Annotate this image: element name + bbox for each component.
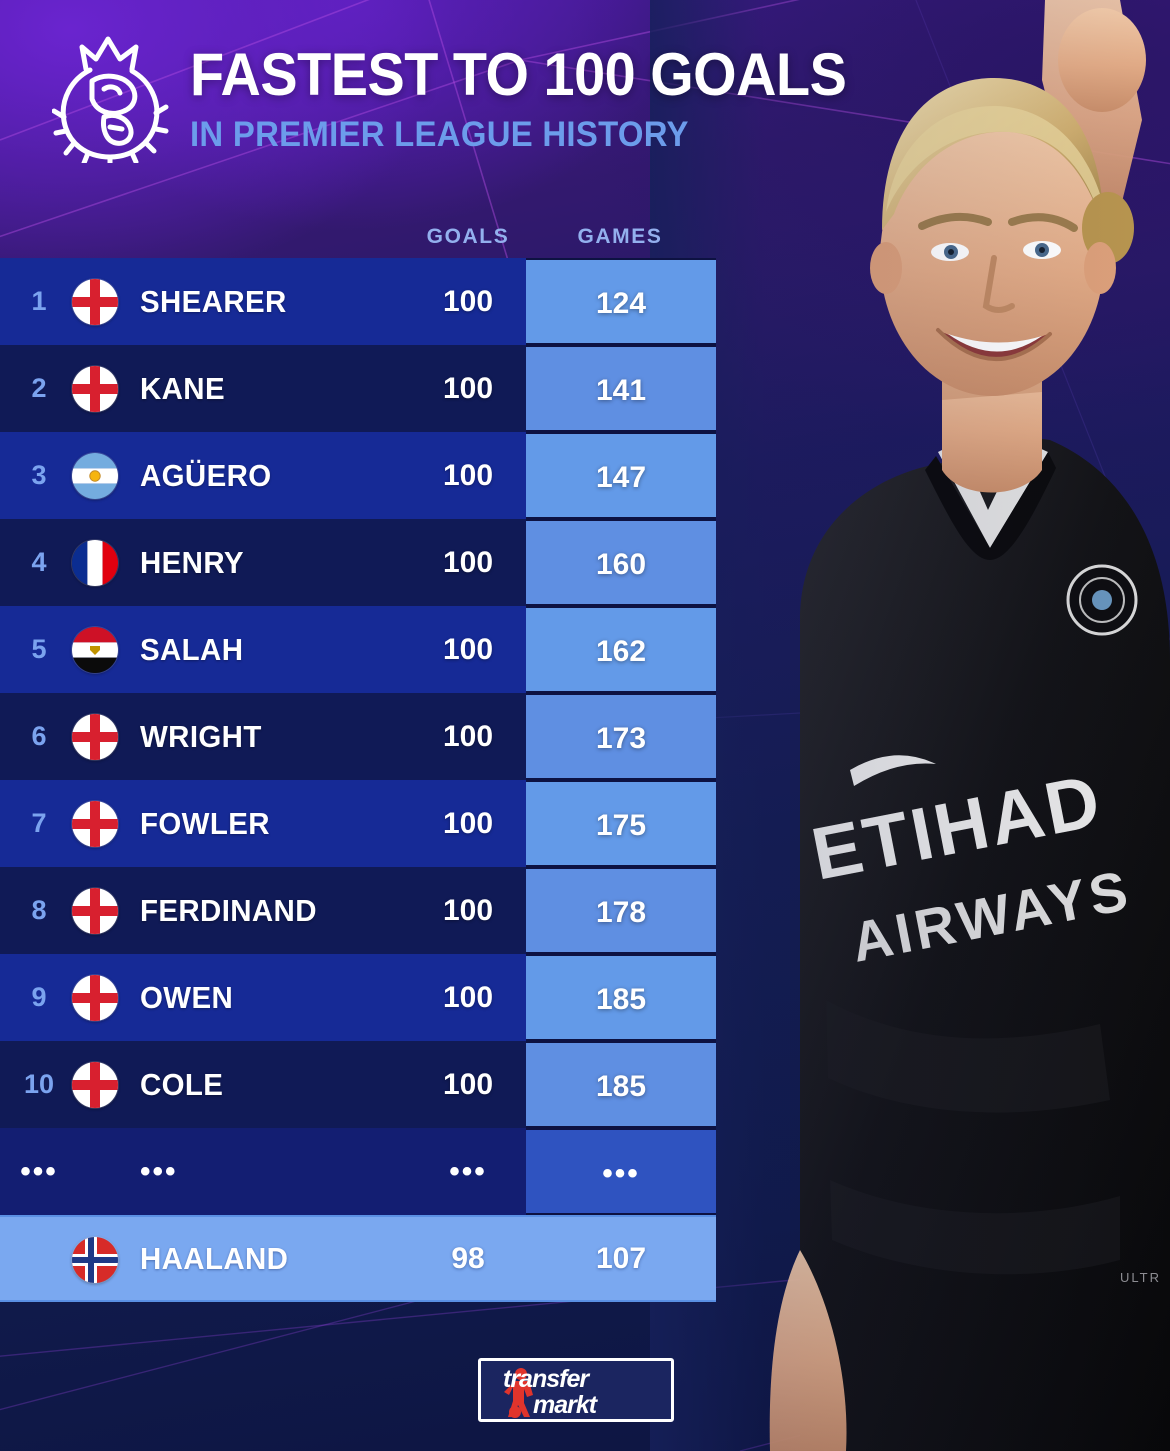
row-games-cell: 175	[526, 780, 716, 867]
row-goals: 98	[451, 1241, 485, 1275]
row-games-cell: 107	[526, 1215, 716, 1302]
title-block: FASTEST TO 100 GOALS IN PREMIER LEAGUE H…	[190, 44, 896, 155]
row-games-cell: 141	[526, 345, 716, 432]
england-flag-icon	[72, 714, 118, 760]
row-games-cell: 124	[526, 258, 716, 345]
row-games: 185	[595, 1069, 647, 1103]
england-flag-icon	[72, 366, 118, 412]
row-goals: 100	[442, 806, 494, 840]
england-flag-icon	[72, 1062, 118, 1108]
row-games-cell: 178	[526, 867, 716, 954]
ellipsis-rank: •••	[20, 1154, 58, 1188]
row-rank: 7	[31, 808, 47, 838]
row-games-cell: •••	[526, 1128, 716, 1215]
row-player-name: WRIGHT	[140, 718, 262, 754]
row-player-name: COLE	[140, 1066, 224, 1102]
row-games-cell: 173	[526, 693, 716, 780]
row-games-cell: 147	[526, 432, 716, 519]
row-player-name: FOWLER	[140, 805, 270, 841]
row-goals: 100	[442, 719, 494, 753]
row-player-name: KANE	[140, 370, 225, 406]
row-games: 160	[595, 547, 647, 581]
row-rank: 6	[31, 721, 47, 751]
england-flag-icon	[72, 888, 118, 934]
row-games-cell: 162	[526, 606, 716, 693]
table-row[interactable]: 5 SALAH 100 162	[0, 606, 716, 693]
row-goals: 100	[442, 632, 494, 666]
france-flag-icon	[72, 540, 118, 586]
row-player-name: OWEN	[140, 979, 234, 1015]
row-goals: 100	[442, 980, 494, 1014]
table-row[interactable]: 4 HENRY 100 160	[0, 519, 716, 606]
brand-line1-text: transfer	[503, 1365, 590, 1393]
table-row-highlight[interactable]: HAALAND 98 107	[0, 1215, 716, 1303]
table-row[interactable]: 2 KANE 100 141	[0, 345, 716, 432]
transfermarkt-logo[interactable]: transfer markt	[478, 1358, 674, 1422]
row-games-cell: 160	[526, 519, 716, 606]
page-subtitle: IN PREMIER LEAGUE HISTORY	[190, 114, 689, 154]
egypt-flag-icon	[72, 627, 118, 673]
column-header-goals: GOALS	[426, 225, 510, 248]
table-row[interactable]: 1 SHEARER 100 124	[0, 258, 716, 345]
row-goals: 100	[442, 371, 494, 405]
table-row[interactable]: 8 FERDINAND 100 178	[0, 867, 716, 954]
row-goals: 100	[442, 545, 494, 579]
ellipsis-name: •••	[140, 1154, 178, 1188]
table-row[interactable]: 10 COLE 100 185	[0, 1041, 716, 1128]
leaderboard-table: 1 SHEARER 100 124 2 KANE 100	[0, 258, 716, 1303]
row-games-cell: 185	[526, 954, 716, 1041]
row-games: 162	[595, 634, 647, 668]
row-rank: 5	[31, 634, 47, 664]
row-games: 107	[595, 1241, 647, 1275]
table-row[interactable]: 3 AGÜERO 100 147	[0, 432, 716, 519]
row-rank: 1	[31, 286, 47, 316]
row-goals: 100	[442, 1067, 494, 1101]
row-goals: 100	[442, 284, 494, 318]
row-left-panel	[0, 1215, 716, 1302]
row-games: 175	[595, 808, 647, 842]
norway-flag-icon	[72, 1237, 118, 1283]
row-games: 173	[595, 721, 647, 755]
row-player-name: SHEARER	[140, 283, 287, 319]
table-row-ellipsis: ••• ••• ••• •••	[0, 1128, 716, 1215]
row-player-name: AGÜERO	[140, 457, 272, 493]
row-player-name: HENRY	[140, 544, 244, 580]
england-flag-icon	[72, 279, 118, 325]
ellipsis-goals: •••	[449, 1154, 487, 1188]
england-flag-icon	[72, 801, 118, 847]
row-player-name: FERDINAND	[140, 892, 317, 928]
erling-haaland-photo: ETIHAD AIRWAYS ULTR	[650, 0, 1170, 1451]
row-left-panel	[0, 1128, 526, 1215]
brand-line2-text: markt	[533, 1391, 599, 1419]
row-rank: 10	[23, 1069, 55, 1099]
row-goals: 100	[442, 893, 494, 927]
row-player-name: SALAH	[140, 631, 244, 667]
row-games: 185	[595, 982, 647, 1016]
row-rank	[10, 1215, 68, 1302]
row-rank: 3	[31, 460, 47, 490]
table-row[interactable]: 6 WRIGHT 100 173	[0, 693, 716, 780]
page-title: FASTEST TO 100 GOALS	[190, 41, 847, 108]
table-row[interactable]: 7 FOWLER 100 175	[0, 780, 716, 867]
row-rank: 4	[31, 547, 47, 577]
column-header-games: GAMES	[577, 225, 663, 248]
argentina-flag-icon	[72, 453, 118, 499]
table-row[interactable]: 9 OWEN 100 185	[0, 954, 716, 1041]
row-games: 147	[595, 460, 647, 494]
row-games: 141	[595, 373, 647, 407]
column-headers: GOALS GAMES	[0, 225, 716, 257]
premier-league-lion-icon	[51, 33, 170, 166]
row-player-name: HAALAND	[140, 1240, 289, 1276]
header: FASTEST TO 100 GOALS IN PREMIER LEAGUE H…	[0, 0, 847, 210]
row-games-cell: 185	[526, 1041, 716, 1128]
row-rank: 8	[31, 895, 47, 925]
ellipsis-games: •••	[602, 1156, 640, 1190]
row-games: 178	[595, 895, 647, 929]
row-rank: 2	[31, 373, 47, 403]
row-rank: 9	[31, 982, 47, 1012]
england-flag-icon	[72, 975, 118, 1021]
row-goals: 100	[442, 458, 494, 492]
row-games: 124	[595, 286, 647, 320]
